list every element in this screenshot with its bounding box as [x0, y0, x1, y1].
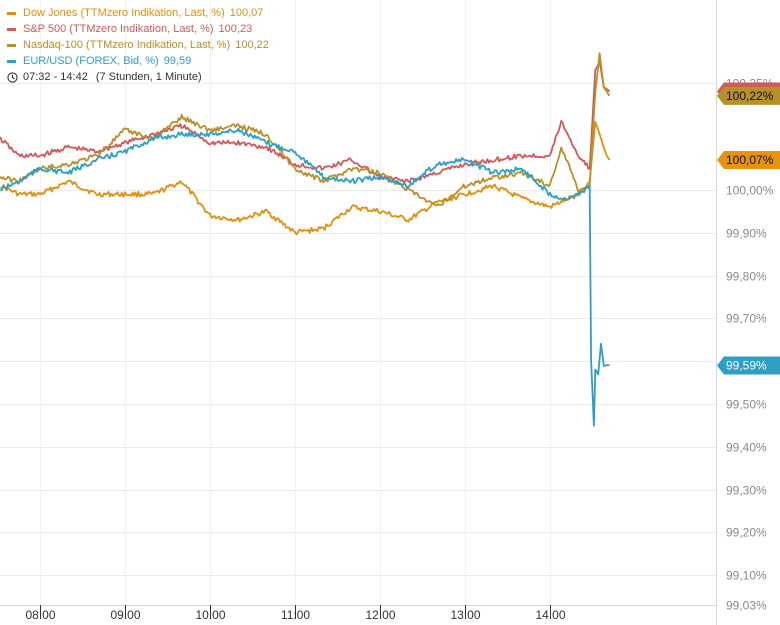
y-tick-label: 99,90%: [726, 227, 767, 241]
legend-value: 100,23: [218, 23, 253, 35]
y-tick-label: 99,80%: [726, 270, 767, 284]
legend-swatch: [7, 11, 16, 15]
badge-label: 99,59%: [726, 358, 767, 372]
time-range: 07:32 - 14:42: [23, 71, 88, 83]
badge-shape: [717, 86, 780, 105]
badge-shape: [717, 151, 780, 170]
y-tick-label: 100,00%: [726, 184, 774, 198]
series-line: [0, 127, 610, 427]
time-duration: (7 Stunden, 1 Minute): [95, 71, 202, 83]
y-tick-label: 99,03%: [726, 599, 767, 613]
x-axis: 08:00 09:00 10:00 11:00 12:00 13:00 14:00: [25, 605, 566, 622]
legend-label: Nasdaq-100 (TTMzero Indikation, Last, %): [23, 39, 231, 51]
y-tick-label: 99,50%: [726, 398, 767, 412]
y-tick-label: 99,70%: [726, 312, 767, 326]
series-line: [0, 52, 611, 207]
legend-label: EUR/USD (FOREX, Bid, %): [23, 55, 159, 67]
badge-label: 100,22%: [726, 89, 774, 103]
legend-value: 99,59: [163, 55, 192, 67]
x-tick-label: 11:00: [281, 608, 310, 622]
legend-swatch: [7, 27, 16, 31]
last-value-badges: 100,07%100,23%100,22%99,59%: [717, 82, 780, 375]
y-tick-label: 99,40%: [726, 441, 767, 455]
legend-swatch: [7, 59, 16, 63]
badge-label: 100,07%: [726, 153, 774, 167]
legend-item[interactable]: EUR/USD (FOREX, Bid, %) 99,59: [7, 53, 269, 69]
legend-value: 100,22: [235, 39, 269, 51]
clock-icon: [7, 71, 18, 83]
chart-grid: [0, 0, 717, 625]
legend-swatch: [7, 43, 16, 47]
y-tick-label: 99,10%: [726, 569, 767, 583]
legend-item[interactable]: Nasdaq-100 (TTMzero Indikation, Last, %)…: [7, 37, 269, 53]
legend-label: Dow Jones (TTMzero Indikation, Last, %): [23, 7, 225, 19]
series-line: [0, 120, 611, 236]
y-tick-label: 99,20%: [726, 526, 767, 540]
x-tick-label: 12:00: [365, 608, 395, 622]
legend-value: 100,07: [229, 7, 264, 19]
last-value-badge: 99,59%: [717, 356, 780, 375]
last-value-badge: 100,22%: [717, 86, 780, 105]
chart-legend: Dow Jones (TTMzero Indikation, Last, %) …: [7, 5, 269, 85]
legend-label: S&P 500 (TTMzero Indikation, Last, %): [23, 23, 214, 35]
x-tick-label: 09:00: [110, 608, 140, 622]
chart-series: [0, 52, 611, 427]
x-tick-label: 08:00: [25, 608, 55, 622]
last-value-badge: 100,07%: [717, 151, 780, 170]
x-tick-label: 13:00: [450, 608, 480, 622]
y-tick-label: 99,30%: [726, 484, 767, 498]
legend-item[interactable]: S&P 500 (TTMzero Indikation, Last, %) 10…: [7, 21, 269, 37]
x-tick-label: 14:00: [535, 608, 565, 622]
badge-shape: [717, 356, 780, 375]
x-tick-label: 10:00: [195, 608, 225, 622]
legend-item[interactable]: Dow Jones (TTMzero Indikation, Last, %) …: [7, 5, 269, 21]
time-range-row: 07:32 - 14:42 (7 Stunden, 1 Minute): [7, 69, 269, 85]
